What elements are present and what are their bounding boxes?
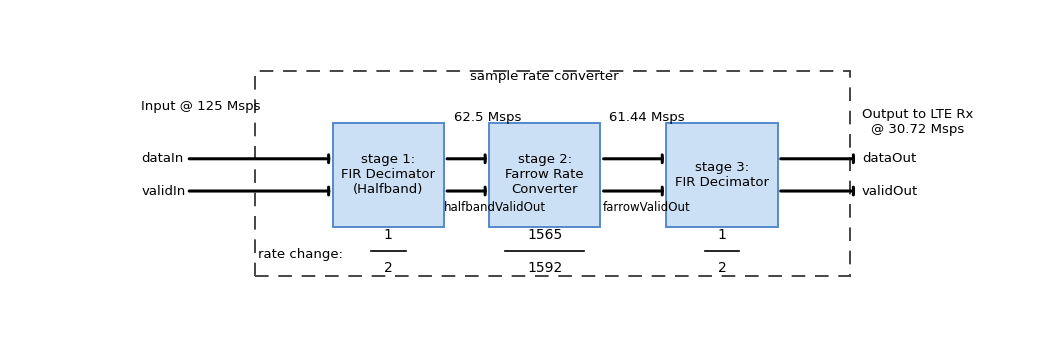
Text: 61.44 Msps: 61.44 Msps (609, 111, 685, 124)
Text: dataOut: dataOut (862, 152, 916, 165)
Text: Output to LTE Rx
@ 30.72 Msps: Output to LTE Rx @ 30.72 Msps (862, 109, 974, 136)
FancyBboxPatch shape (489, 123, 601, 227)
Text: validIn: validIn (141, 185, 185, 198)
Bar (255, 72, 849, 276)
Text: farrowValidOut: farrowValidOut (603, 201, 690, 214)
Text: dataIn: dataIn (141, 152, 183, 165)
Text: 1592: 1592 (527, 261, 562, 275)
Text: 1565: 1565 (527, 228, 562, 242)
Text: 2: 2 (384, 261, 392, 275)
Text: stage 3:
FIR Decimator: stage 3: FIR Decimator (675, 161, 769, 189)
Text: sample rate converter: sample rate converter (471, 70, 619, 83)
FancyBboxPatch shape (667, 123, 777, 227)
Text: stage 2:
Farrow Rate
Converter: stage 2: Farrow Rate Converter (506, 154, 584, 196)
Text: 1: 1 (718, 228, 726, 242)
FancyBboxPatch shape (333, 123, 444, 227)
Text: stage 1:
FIR Decimator
(Halfband): stage 1: FIR Decimator (Halfband) (341, 154, 435, 196)
Text: 1: 1 (384, 228, 392, 242)
Text: rate change:: rate change: (258, 248, 343, 261)
Text: 62.5 Msps: 62.5 Msps (454, 111, 522, 124)
Text: validOut: validOut (862, 185, 918, 198)
Text: Input @ 125 Msps: Input @ 125 Msps (141, 100, 260, 113)
Text: 2: 2 (718, 261, 726, 275)
Text: halfbandValidOut: halfbandValidOut (444, 201, 546, 214)
